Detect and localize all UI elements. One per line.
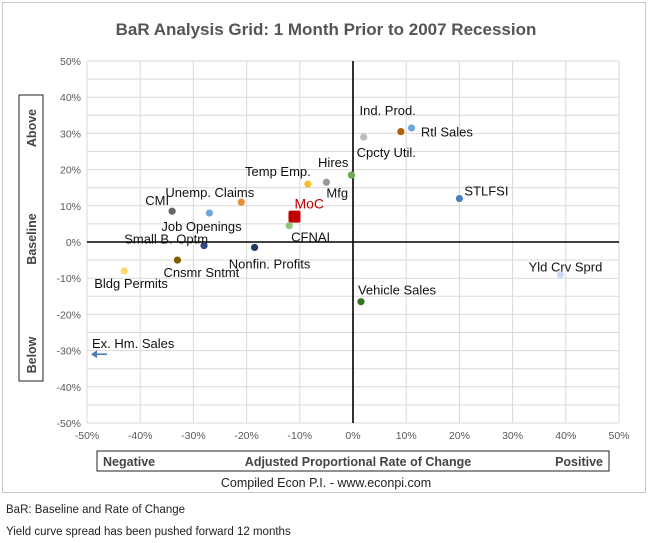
point-label-bldg-permits: Bldg Permits [94, 276, 168, 291]
point-label-small-b-optm: Small B. Optm [124, 232, 208, 247]
point-label-ex-hm-sales: Ex. Hm. Sales [92, 336, 175, 351]
point-label-mfg: Mfg [326, 185, 348, 200]
chart-title: BaR Analysis Grid: 1 Month Prior to 2007… [116, 20, 537, 39]
source-credit: Compiled Econ P.I. - www.econpi.com [221, 476, 431, 490]
axes [87, 61, 619, 423]
y-tick-label: -50% [56, 418, 81, 430]
y-tick-label: 50% [60, 56, 81, 68]
y-tick-label: 10% [60, 201, 81, 213]
point-label-yld-crv-sprd: Yld Crv Sprd [529, 260, 603, 275]
point-ex-hm-sales [91, 350, 97, 359]
y-tick-label: 0% [66, 237, 81, 249]
point-label-job-openings: Job Openings [161, 219, 242, 234]
x-tick-label: 0% [345, 430, 360, 442]
footnote-yield-curve: Yield curve spread has been pushed forwa… [6, 526, 291, 538]
x-category-box [96, 450, 610, 472]
point-temp-emp [304, 180, 312, 188]
y-tick-label: 30% [60, 128, 81, 140]
point-label-nonfin-profits: Nonfin. Profits [229, 256, 311, 271]
point-label-hires: Hires [318, 155, 349, 170]
y-tick-label: -10% [56, 273, 81, 285]
x-tick-label: 50% [608, 430, 629, 442]
point-job-openings [205, 209, 213, 217]
x-tick-label: -50% [75, 430, 100, 442]
x-tick-label: -40% [128, 430, 153, 442]
y-tick-label: -20% [56, 309, 81, 321]
x-tick-label: 10% [396, 430, 417, 442]
y-tick-label: 40% [60, 92, 81, 104]
x-negative-label: Negative [103, 455, 155, 469]
point-cnsmr-sntmt [173, 256, 182, 264]
point-cpcty-util [360, 133, 368, 141]
point-label-unemp-claims: Unemp. Claims [165, 185, 254, 200]
point-cmi [168, 207, 176, 215]
x-tick-label: 40% [555, 430, 576, 442]
point-label-vehicle-sales: Vehicle Sales [358, 283, 437, 298]
point-label-rtl-sales: Rtl Sales [421, 125, 474, 140]
x-tick-label: 20% [449, 430, 470, 442]
point-stlfsi [455, 194, 463, 203]
point-vehicle-sales [357, 298, 365, 306]
point-label-cnsmr-sntmt: Cnsmr Sntmt [163, 265, 239, 280]
point-label-cmi: CMI [145, 193, 169, 208]
point-labels: Ind. Prod. Rtl Sales Cpcty Util. STLFSI Hire… [92, 103, 602, 351]
chart-frame: BaR Analysis Grid: 1 Month Prior to 2007… [2, 2, 646, 493]
x-tick-label: -20% [234, 430, 259, 442]
point-small-b-optm [200, 242, 208, 250]
y-tick-label: 20% [60, 165, 81, 177]
footnote-bar-definition: BaR: Baseline and Rate of Change [6, 504, 186, 516]
data-points [91, 124, 565, 359]
point-label-ind-prod: Ind. Prod. [360, 103, 416, 118]
point-label-cfnai: CFNAI [291, 230, 330, 245]
x-tick-label: -30% [181, 430, 206, 442]
y-category-box [18, 94, 44, 382]
point-hires [347, 171, 356, 179]
point-mfg [322, 178, 330, 186]
point-yld-crv-sprd [556, 270, 565, 279]
x-tick-label: -10% [288, 430, 313, 442]
point-ind-prod [407, 124, 416, 132]
x-axis-title: Adjusted Proportional Rate of Change [245, 455, 471, 469]
x-positive-label: Positive [555, 455, 603, 469]
point-label-stlfsi: STLFSI [464, 184, 508, 199]
point-nonfin-profits [250, 243, 259, 252]
y-tick-label: -30% [56, 346, 81, 358]
y-baseline-label: Baseline [25, 213, 39, 264]
tick-labels: -50% -40% -30% -20% -10% 0% 10% 20% 30% 40% 50% 50%… [56, 56, 629, 442]
y-tick-label: -40% [56, 382, 81, 394]
y-below-label: Below [25, 336, 39, 373]
point-label-moc: MoC [294, 196, 324, 212]
bar-analysis-chart: BaR Analysis Grid: 1 Month Prior to 2007… [18, 20, 630, 490]
point-rtl-sales [397, 127, 405, 136]
y-above-label: Above [25, 109, 39, 147]
point-label-temp-emp: Temp Emp. [245, 164, 311, 179]
point-cfnai [285, 222, 293, 230]
x-tick-label: 30% [502, 430, 523, 442]
point-unemp-claims [237, 198, 245, 206]
point-bldg-permits [120, 267, 128, 275]
point-moc [288, 210, 301, 223]
point-label-cpcty-util: Cpcty Util. [357, 145, 416, 160]
